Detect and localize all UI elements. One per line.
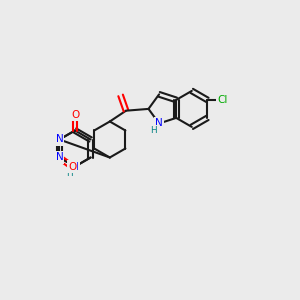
Text: N: N — [56, 134, 63, 145]
Text: N: N — [71, 161, 79, 172]
Text: H: H — [66, 169, 72, 178]
Text: O: O — [71, 110, 79, 120]
Text: H: H — [150, 126, 156, 135]
Text: O: O — [68, 161, 76, 172]
Text: N: N — [155, 118, 163, 128]
Text: N: N — [56, 152, 63, 163]
Text: Cl: Cl — [218, 95, 228, 105]
